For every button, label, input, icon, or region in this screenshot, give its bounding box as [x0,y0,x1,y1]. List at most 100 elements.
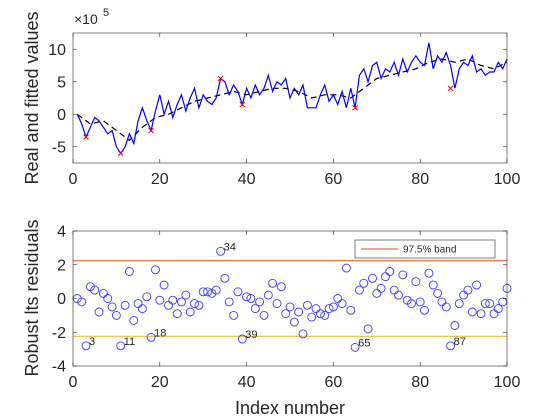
residual-point [255,297,265,307]
bottom-y-tick-label: 0 [57,291,66,308]
residual-point [268,278,278,288]
residual-point [424,268,434,278]
bottom-x-tick-label: 40 [238,374,256,391]
bottom-chart: 3 11 18 34 39 65 87 0 20 40 60 80 100 -4 -2 0 2 4 97.5% … [22,219,520,418]
bottom-y-tick-label: -2 [52,325,66,342]
residual-point [433,288,443,298]
top-y-tick-label: 0 [57,107,66,124]
residual-point [151,265,160,275]
residual-point [276,282,286,292]
residual-point [333,294,343,303]
top-x-tick-label: 20 [151,171,169,188]
residual-point [298,329,308,339]
residual-point [311,304,321,314]
residual-point [394,290,403,300]
outlier-marker [148,127,154,134]
residual-point [289,317,299,327]
residual-point [229,310,239,320]
outlier-label: 39 [245,329,257,341]
residual-point [454,299,464,309]
outlier-label: 11 [124,336,135,348]
residual-point [177,297,186,307]
bottom-y-tick-label: 4 [57,224,66,241]
bottom-chart-ticks: 0 20 40 60 80 100 -4 -2 0 2 4 [52,224,521,392]
residual-point [103,294,113,303]
bottom-x-tick-label: 60 [325,374,343,391]
top-chart-data [76,42,508,157]
bottom-y-tick-label: 2 [57,257,66,274]
residual-point [250,304,260,314]
residual-point [198,287,208,297]
residual-point [368,273,377,283]
residual-point [220,273,230,283]
bottom-y-axis-label: Robust lts residuals [22,219,42,376]
residual-point [463,285,473,295]
residual-point [185,307,195,317]
outlier-label: 65 [358,337,370,349]
residual-point [341,263,351,273]
residual-point [107,302,117,312]
residual-point [194,300,204,310]
residual-point [90,285,100,295]
residual-point [233,287,243,297]
bottom-y-tick-label: -4 [52,359,66,376]
top-y-tick-label: 10 [48,42,66,59]
residual-point [320,310,330,320]
top-exponent-base: ×10 [74,11,98,27]
legend-label: 97.5% band [403,245,456,256]
residual-point [315,309,325,319]
residual-point [476,309,486,319]
residual-point [181,290,191,300]
residual-point [337,299,347,309]
residual-point [446,341,456,351]
real-values-line [76,42,508,155]
residual-point [350,342,360,352]
residual-point [203,287,212,297]
residual-point [237,334,247,344]
outlier-label: 87 [454,336,466,348]
residual-point [294,307,304,317]
residual-point [94,307,104,317]
outlier-marker [117,150,124,157]
residual-point [137,304,147,314]
bottom-x-tick-label: 80 [411,374,429,391]
residual-point [415,297,425,307]
top-y-tick-label: 5 [57,74,66,91]
residual-point [246,294,256,303]
bottom-x-tick-label: 0 [69,374,78,391]
residual-point [120,300,130,310]
residual-point [272,299,282,309]
residual-point [328,302,338,312]
residual-point [142,292,152,302]
outlier-label: 34 [224,241,236,253]
residual-point [485,299,495,309]
residual-point [146,332,156,342]
top-x-tick-label: 60 [325,171,343,188]
residual-point [428,280,438,290]
residual-point [493,304,503,314]
residual-point [263,290,273,300]
residual-point [129,315,139,325]
outlier-marker [239,101,246,108]
residual-point [81,341,91,351]
residual-point [159,280,169,290]
residual-point [155,295,165,305]
residual-point [224,297,234,307]
residual-point [116,341,126,351]
residual-point [472,280,482,290]
outlier-marker [83,134,89,140]
bottom-x-tick-label: 20 [151,374,169,391]
top-x-tick-label: 80 [411,171,429,188]
bottom-chart-data: 3 11 18 34 39 65 87 [72,241,512,352]
residual-point [398,270,408,280]
residual-point [111,310,121,320]
bottom-x-axis-label: Index number [235,398,345,418]
residual-point [285,302,295,312]
residual-point [363,324,373,334]
legend: 97.5% band [354,239,496,259]
top-x-tick-label: 100 [494,171,521,188]
